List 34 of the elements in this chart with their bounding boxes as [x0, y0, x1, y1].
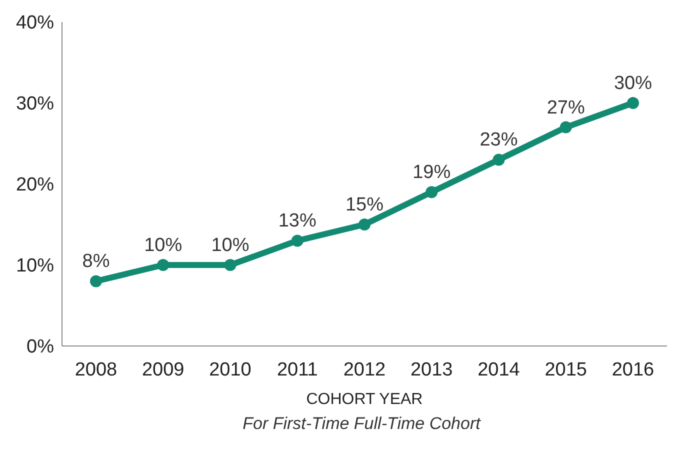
- text: For First-Time Full-Time Cohort: [242, 414, 482, 434]
- data-label: 19%: [412, 162, 451, 184]
- data-label: 15%: [345, 194, 384, 216]
- x-axis-title: COHORT YEAR: [306, 391, 423, 408]
- point: [492, 154, 505, 166]
- point: [627, 97, 639, 109]
- y-tick-label: 0%: [26, 336, 54, 358]
- point: [426, 186, 438, 198]
- y-tick-label: 10%: [16, 256, 54, 277]
- point: [358, 218, 370, 230]
- x-tick-label: 2008: [74, 359, 118, 380]
- data-label: 8%: [82, 251, 110, 272]
- point: [90, 275, 102, 288]
- x-tick-label: 2015: [544, 359, 588, 380]
- y-tick-label: 20%: [16, 174, 54, 196]
- x-tick-label: 2011: [276, 359, 318, 380]
- x-tick-label: 2009: [142, 359, 184, 380]
- data-label: 13%: [278, 210, 316, 232]
- x-tick-label: 2012: [343, 359, 386, 380]
- data-label: 10%: [211, 235, 250, 256]
- point: [291, 234, 304, 247]
- data-label: 27%: [546, 97, 585, 118]
- data-label: 10%: [144, 235, 182, 256]
- y-tick-label: 40%: [16, 12, 54, 34]
- point: [157, 259, 170, 271]
- data-label: 30%: [614, 73, 652, 94]
- point: [224, 259, 236, 271]
- x-tick-label: 2016: [612, 359, 654, 380]
- data-label: 23%: [480, 130, 518, 151]
- x-tick-label: 2013: [410, 359, 453, 380]
- point: [560, 121, 572, 134]
- y-tick-label: 30%: [16, 94, 54, 115]
- x-tick-label: 2014: [478, 359, 520, 380]
- x-tick-label: 2010: [209, 359, 252, 380]
